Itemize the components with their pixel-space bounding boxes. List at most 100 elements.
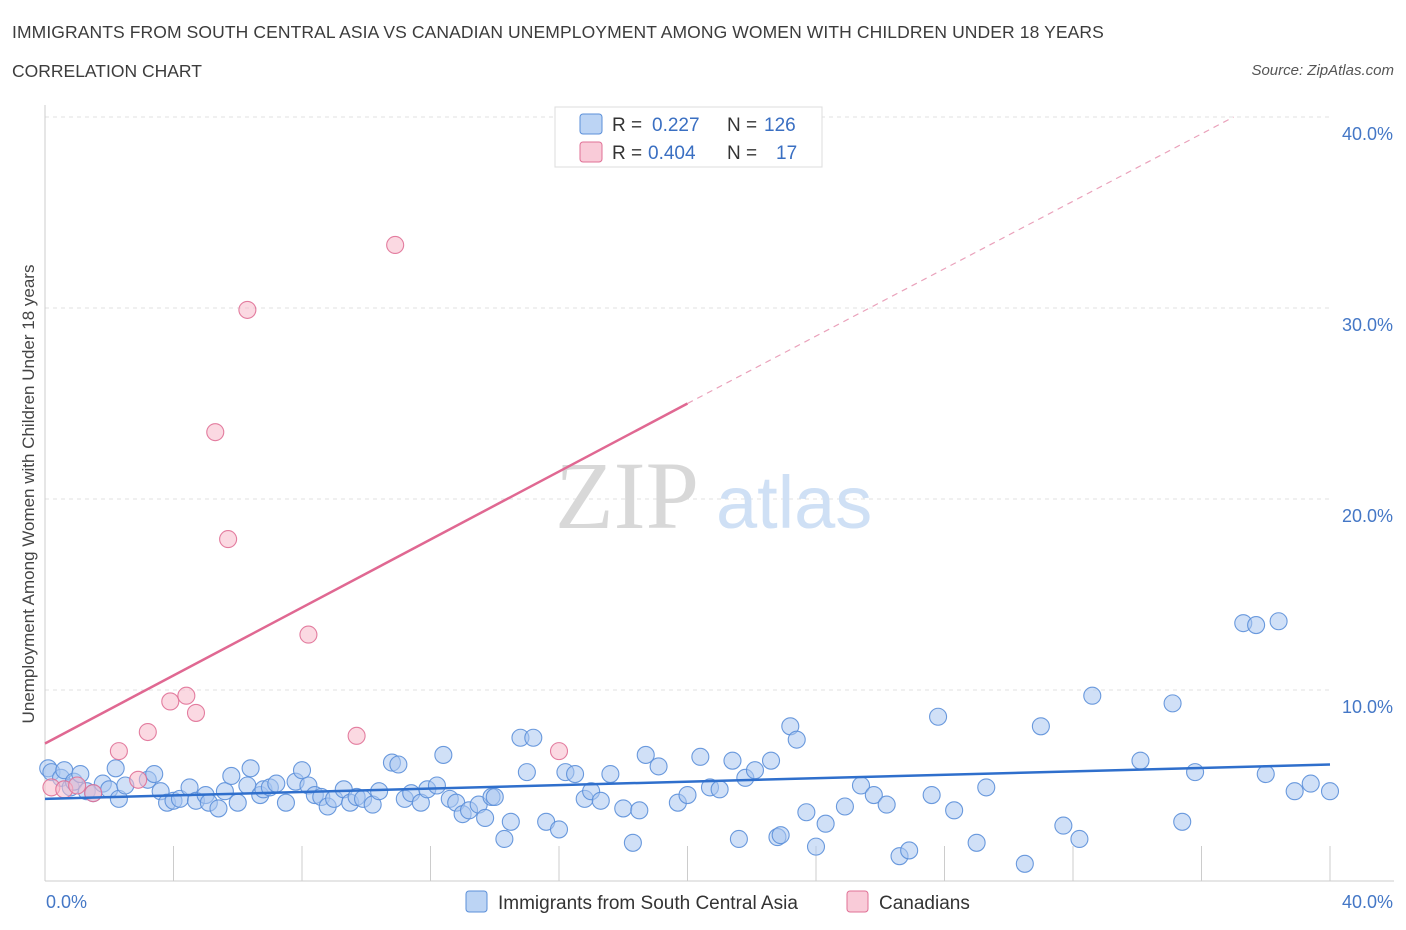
immigrants-point-76 bbox=[601, 764, 620, 784]
legend-n-label-blue: N = bbox=[727, 115, 757, 136]
immigrants-point-86 bbox=[710, 780, 729, 799]
immigrants-point-118 bbox=[1186, 763, 1205, 782]
immigrants-point-125 bbox=[1320, 782, 1340, 801]
immigrants-point-83 bbox=[678, 785, 697, 805]
immigrants-point-115 bbox=[1131, 751, 1150, 770]
y-axis-label: Unemployment Among Women with Children U… bbox=[19, 265, 38, 724]
immigrants-point-98 bbox=[816, 814, 835, 833]
legend-swatch-blue bbox=[579, 113, 603, 135]
immigrants-point-72 bbox=[566, 764, 585, 784]
canadians-point-2 bbox=[84, 784, 103, 803]
immigrants-point-111 bbox=[1031, 717, 1050, 736]
immigrants-point-78 bbox=[623, 833, 642, 852]
immigrants-point-91 bbox=[761, 751, 781, 770]
canadians-point-3 bbox=[109, 742, 128, 761]
immigrants-point-67 bbox=[517, 763, 536, 782]
legend-r-value-blue: 0.227 bbox=[652, 115, 700, 136]
immigrants-point-99 bbox=[835, 797, 854, 816]
canadians-point-8 bbox=[186, 703, 206, 722]
immigrants-point-108 bbox=[967, 833, 986, 852]
immigrants-point-97 bbox=[806, 837, 826, 856]
watermark-zip: ZIP bbox=[555, 442, 699, 549]
canadians-point-12 bbox=[299, 625, 318, 644]
immigrants-point-123 bbox=[1285, 782, 1304, 801]
immigrants-point-113 bbox=[1070, 829, 1089, 849]
canadians-point-6 bbox=[161, 692, 180, 711]
immigrants-point-79 bbox=[630, 801, 649, 820]
immigrants-point-25 bbox=[215, 782, 234, 801]
legend-n-value-blue: 126 bbox=[764, 115, 796, 136]
immigrants-point-81 bbox=[649, 757, 668, 776]
y-tick-label-2: 30.0% bbox=[1342, 315, 1393, 335]
legend-r-value-pink: 0.404 bbox=[648, 143, 696, 164]
immigrants-point-117 bbox=[1173, 812, 1192, 831]
canadians-point-9 bbox=[206, 423, 225, 442]
bottom-legend-label-blue: Immigrants from South Central Asia bbox=[498, 893, 798, 914]
immigrants-point-107 bbox=[945, 801, 964, 820]
canadians-point-11 bbox=[238, 300, 257, 319]
immigrants-point-106 bbox=[929, 707, 948, 726]
immigrants-point-120 bbox=[1247, 616, 1266, 635]
y-tick-label-0: 10.0% bbox=[1342, 697, 1393, 717]
immigrants-point-36 bbox=[292, 761, 312, 780]
immigrants-point-121 bbox=[1256, 764, 1275, 784]
y-tick-label-1: 20.0% bbox=[1342, 506, 1393, 526]
legend-r-label-blue: R = bbox=[612, 115, 642, 136]
immigrants-point-33 bbox=[267, 774, 286, 793]
source-credit: Source: ZipAtlas.com bbox=[1251, 62, 1394, 79]
watermark-atlas: atlas bbox=[716, 461, 872, 544]
immigrants-point-122 bbox=[1269, 612, 1288, 631]
legend-n-label-pink: N = bbox=[727, 143, 757, 164]
canadians-point-16 bbox=[68, 776, 87, 795]
bottom-legend-swatch-pink bbox=[846, 890, 869, 913]
immigrants-point-64 bbox=[495, 829, 514, 849]
series-immigrants-points bbox=[39, 612, 1340, 873]
canadians-point-7 bbox=[177, 686, 196, 705]
legend-r-label-pink: R = bbox=[612, 143, 642, 164]
canadians-point-15 bbox=[549, 742, 569, 761]
tick-labels: 10.0% 20.0% 30.0% 40.0% 0.0% 40.0% bbox=[46, 124, 1393, 912]
immigrants-point-114 bbox=[1083, 686, 1102, 705]
trend-line-canadians bbox=[44, 402, 689, 745]
legend-box: R = 0.227 N = 126 R = 0.404 N = 17 bbox=[554, 106, 823, 168]
immigrants-point-84 bbox=[691, 747, 710, 766]
trend-lines bbox=[44, 116, 1331, 801]
immigrants-point-77 bbox=[614, 799, 633, 818]
trend-line-canadians-extension bbox=[687, 116, 1234, 405]
immigrants-point-55 bbox=[434, 745, 453, 764]
chart-subtitle: CORRELATION CHART bbox=[12, 61, 202, 81]
trend-line-immigrants bbox=[44, 763, 1331, 801]
chart-title: IMMIGRANTS FROM SOUTH CENTRAL ASIA VS CA… bbox=[12, 22, 1104, 42]
legend-swatch-pink bbox=[579, 141, 603, 163]
immigrants-point-95 bbox=[787, 730, 806, 749]
immigrants-point-104 bbox=[900, 841, 919, 860]
canadians-point-5 bbox=[138, 722, 157, 742]
canadians-point-13 bbox=[347, 726, 366, 745]
immigrants-point-80 bbox=[636, 745, 655, 764]
series-canadians-points bbox=[42, 235, 569, 803]
immigrants-point-61 bbox=[476, 808, 495, 828]
immigrants-point-75 bbox=[591, 791, 610, 810]
immigrants-point-15 bbox=[145, 764, 164, 784]
immigrants-point-105 bbox=[922, 785, 941, 805]
canadians-point-10 bbox=[219, 530, 238, 549]
canadians-point-4 bbox=[129, 770, 148, 789]
legend-n-value-pink: 17 bbox=[776, 143, 797, 164]
immigrants-point-65 bbox=[501, 812, 520, 831]
immigrants-point-63 bbox=[485, 787, 504, 807]
immigrants-point-70 bbox=[549, 820, 569, 839]
immigrants-point-54 bbox=[427, 776, 446, 795]
immigrants-point-68 bbox=[524, 728, 543, 747]
immigrants-point-112 bbox=[1054, 816, 1073, 835]
immigrants-point-90 bbox=[745, 761, 765, 780]
immigrants-point-11 bbox=[106, 759, 125, 778]
immigrants-point-87 bbox=[723, 751, 742, 770]
immigrants-point-124 bbox=[1301, 774, 1320, 793]
bottom-legend-label-pink: Canadians bbox=[879, 893, 970, 914]
immigrants-point-109 bbox=[977, 778, 996, 797]
x-tick-label-0: 0.0% bbox=[46, 892, 87, 912]
immigrants-point-93 bbox=[771, 826, 790, 845]
immigrants-point-116 bbox=[1163, 694, 1182, 713]
immigrants-point-34 bbox=[276, 793, 295, 812]
immigrants-point-102 bbox=[877, 795, 896, 814]
